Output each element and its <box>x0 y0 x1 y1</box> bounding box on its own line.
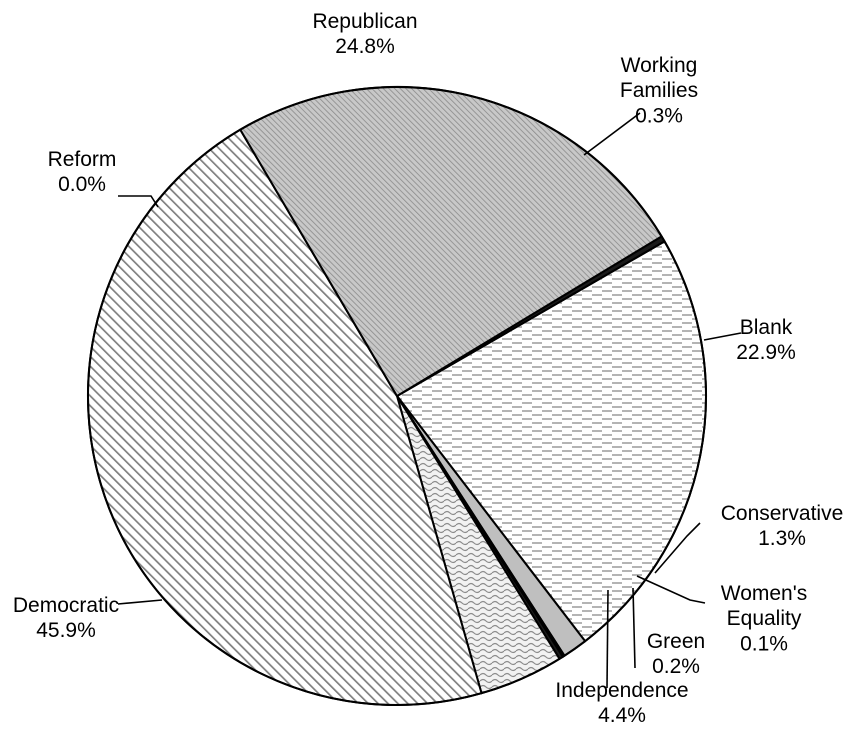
label-text-women-s-equality: Equality <box>727 607 802 630</box>
value-text-green: 0.2% <box>652 655 700 678</box>
value-text-reform: 0.0% <box>58 173 106 196</box>
slices-layer <box>86 86 707 707</box>
leader-line-women-s-equality <box>636 575 706 604</box>
value-text-republican: 24.8% <box>335 35 395 58</box>
data-label-conservative: Conservative 1.3% <box>721 502 844 550</box>
leader-line-conservative <box>654 522 701 574</box>
data-label-democratic: Democratic 45.9% <box>13 594 119 642</box>
data-label-independence: Independence 4.4% <box>555 679 688 727</box>
data-label-blank: Blank 22.9% <box>736 316 796 364</box>
label-text-working-families: Working <box>621 54 698 77</box>
label-text-republican: Republican <box>312 10 417 33</box>
leader-line-blank <box>703 332 742 341</box>
data-label-green: Green 0.2% <box>647 630 705 678</box>
label-text-independence: Independence <box>555 679 688 702</box>
data-label-republican: Republican 24.8% <box>312 10 417 58</box>
pie-outline <box>87 86 707 706</box>
value-text-blank: 22.9% <box>736 341 796 364</box>
value-text-independence: 4.4% <box>598 704 646 727</box>
data-label-reform: Reform 0.0% <box>48 148 117 196</box>
data-label-working-families: Working Families 0.3% <box>620 54 698 127</box>
leader-line-democratic <box>117 599 163 605</box>
value-text-working-families: 0.3% <box>635 104 683 127</box>
label-text-green: Green <box>647 630 705 653</box>
leader-line-independence <box>606 589 609 689</box>
label-text-conservative: Conservative <box>721 502 844 525</box>
leader-line-working-families <box>583 112 641 156</box>
label-text-blank: Blank <box>740 316 793 339</box>
leader-line-reform <box>118 195 159 208</box>
label-text-working-families: Families <box>620 79 698 102</box>
label-text-women-s-equality: Women's <box>721 582 807 605</box>
labels-layer: Working Families 0.3% Blank 22.9% Conservativ… <box>13 10 843 727</box>
value-text-democratic: 45.9% <box>36 619 96 642</box>
leader-lines-layer <box>117 112 742 689</box>
data-label-women-s-equality: Women's Equality 0.1% <box>721 582 807 655</box>
label-text-democratic: Democratic <box>13 594 119 617</box>
leader-line-green <box>632 587 636 669</box>
value-text-conservative: 1.3% <box>758 527 806 550</box>
value-text-women-s-equality: 0.1% <box>740 632 788 655</box>
label-text-reform: Reform <box>48 148 117 171</box>
